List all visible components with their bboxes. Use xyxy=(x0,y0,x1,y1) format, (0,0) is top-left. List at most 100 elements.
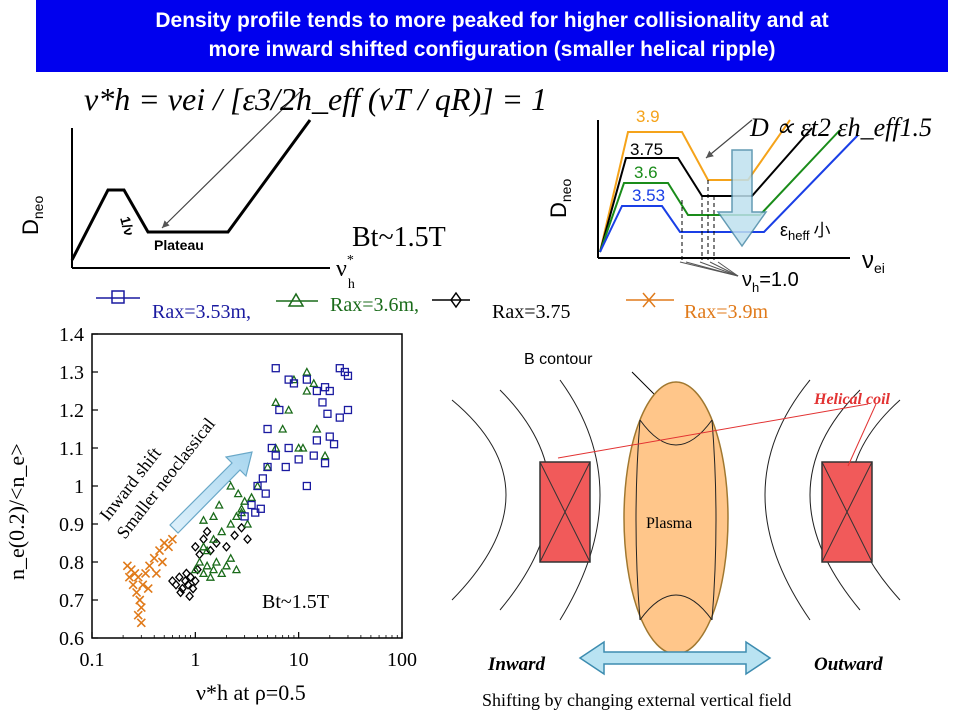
d-formula-arrow xyxy=(705,119,753,159)
legend-label-3.53: Rax=3.53m, xyxy=(152,301,251,323)
y-tick-label: 1 xyxy=(74,476,84,498)
legend: Rax=3.53m, Rax=3.6m, Rax=3.75 Rax=3.9m xyxy=(96,290,768,323)
data-point xyxy=(329,440,339,449)
improvement-arrow xyxy=(169,451,253,534)
title-line-1: Density profile tends to more peaked for… xyxy=(155,9,829,32)
data-point xyxy=(226,553,236,562)
y-tick-label: 1.4 xyxy=(59,324,84,346)
data-point xyxy=(275,405,284,415)
legend-label-3.6: Rax=3.6m, xyxy=(330,294,419,316)
data-point xyxy=(251,508,260,517)
coil-line-right xyxy=(847,403,877,467)
nu-star-arrows xyxy=(679,261,739,277)
scatter-ylabel: n_e(0.2)/<n_e> xyxy=(4,443,29,580)
data-point xyxy=(320,459,330,468)
down-arrow xyxy=(716,149,768,248)
data-point xyxy=(149,553,159,563)
b-contour-label: B contour xyxy=(524,351,593,368)
formula-arrow xyxy=(161,91,301,229)
curve-3.75 xyxy=(599,127,813,253)
right-xlabel: νei xyxy=(862,247,885,276)
data-point xyxy=(208,511,219,521)
x-tick-label: 1 xyxy=(190,649,200,671)
data-point xyxy=(320,450,330,460)
data-point xyxy=(271,451,280,460)
left-schematic: ν*h = νei / [ε3/2h_eff (νT / qR)] = 1 Dn… xyxy=(18,81,547,292)
data-point xyxy=(144,561,155,571)
data-point xyxy=(217,568,227,578)
data-point xyxy=(325,432,334,441)
data-point xyxy=(252,481,263,490)
data-point xyxy=(136,618,146,628)
data-point xyxy=(263,462,272,472)
data-point xyxy=(335,413,344,422)
caption: Shifting by changing external vertical f… xyxy=(482,690,791,710)
label-3.6: 3.6 xyxy=(634,163,658,182)
left-ylabel: Dneo xyxy=(18,196,46,235)
y-tick-label: 0.9 xyxy=(59,514,84,536)
data-point xyxy=(202,560,212,570)
data-point xyxy=(202,526,212,537)
y-tick-label: 1.3 xyxy=(59,362,84,384)
inward-label: Inward xyxy=(487,654,546,675)
y-tick-label: 0.8 xyxy=(59,552,84,574)
legend-marker-triangle xyxy=(287,292,305,307)
data-point xyxy=(135,595,145,605)
title-line-2: more inward shifted configuration (small… xyxy=(208,38,776,61)
data-point xyxy=(190,576,200,586)
data-point xyxy=(190,564,200,574)
data-point xyxy=(154,546,165,556)
data-point xyxy=(133,610,143,620)
data-point xyxy=(243,534,252,545)
data-point xyxy=(258,474,267,483)
shift-double-arrow xyxy=(578,640,772,676)
y-tick-label: 1.2 xyxy=(59,400,84,422)
right-schematic: Dneo 3.9 3.75 3.6 3.53 D ∝ εt2 εh_eff1.5… xyxy=(546,107,932,295)
scatter-plot: 0.6 0.7 0.8 0.9 1 1.1 1.2 1.3 1.4 0.1 1 10 100 n_e(… xyxy=(4,324,417,705)
label-3.9: 3.9 xyxy=(636,107,660,126)
data-point xyxy=(174,572,184,583)
y-tick-label: 0.7 xyxy=(59,590,84,612)
data-point xyxy=(214,500,224,509)
data-point xyxy=(289,379,299,388)
d-formula: D ∝ εt2 εh_eff1.5 xyxy=(749,113,932,142)
slope-label: 1/ν xyxy=(117,215,138,238)
data-point xyxy=(190,541,200,552)
legend-label-3.9: Rax=3.9m xyxy=(684,301,768,323)
data-point xyxy=(236,503,247,513)
data-point xyxy=(262,462,273,471)
data-point xyxy=(309,451,318,460)
legend-label-3.75: Rax=3.75 xyxy=(492,301,571,323)
data-point xyxy=(226,481,236,490)
data-point xyxy=(198,541,209,551)
coil-left xyxy=(539,461,591,563)
data-point xyxy=(302,386,312,395)
data-point xyxy=(211,557,222,566)
left-formula: ν*h = νei / [ε3/2h_eff (νT / qR)] = 1 xyxy=(84,81,547,117)
data-point xyxy=(240,496,250,505)
data-point xyxy=(183,579,193,590)
data-point xyxy=(136,603,146,613)
x-tick-label: 10 xyxy=(289,649,309,671)
plasma-label: Plasma xyxy=(646,515,692,532)
data-point xyxy=(163,542,174,552)
data-point xyxy=(205,572,216,581)
data-point xyxy=(294,455,303,464)
data-point xyxy=(242,519,253,528)
nu-star-label: νh=1.0 xyxy=(742,269,799,295)
data-point xyxy=(138,580,148,590)
data-point xyxy=(193,564,202,575)
x-ticks: 0.1 1 10 100 xyxy=(80,632,417,671)
data-point xyxy=(176,587,185,598)
plateau-label: Plateau xyxy=(154,237,204,253)
curve-3.6 xyxy=(599,129,841,253)
data-point xyxy=(151,568,161,578)
left-bt-label: Bt~1.5T xyxy=(352,222,446,253)
coil-line-left xyxy=(557,403,869,459)
data-point xyxy=(302,481,311,491)
label-3.53: 3.53 xyxy=(632,186,665,205)
data-point xyxy=(143,584,153,594)
data-point xyxy=(312,386,322,396)
left-xlabel: ν* h xyxy=(336,253,355,292)
data-point xyxy=(309,378,319,388)
